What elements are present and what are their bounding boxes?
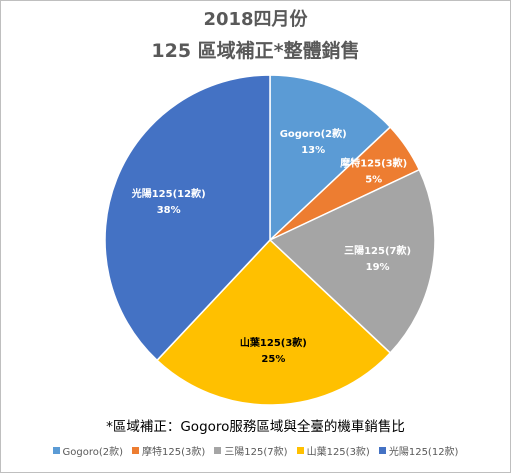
slice-value-label-4: 38% <box>157 205 181 216</box>
slice-name-label-1: 摩特125(3款) <box>340 157 407 170</box>
slice-name-label-2: 三陽125(7款) <box>344 244 411 257</box>
slice-name-label-4: 光陽125(12款) <box>131 187 206 200</box>
legend-item-3: 山葉125(3款) <box>296 443 370 458</box>
legend-swatch-3 <box>296 447 304 454</box>
slice-name-label-3: 山葉125(3款) <box>240 336 307 349</box>
chart-title: 2018四月份 <box>203 9 308 30</box>
slice-value-label-1: 5% <box>365 175 382 186</box>
pie-slice-2 <box>268 168 436 355</box>
slice-value-label-3: 25% <box>261 354 285 365</box>
legend-swatch-4 <box>378 447 386 454</box>
slice-value-label-2: 19% <box>366 262 390 273</box>
chart-subtitle: 125 區域補正*整體銷售 <box>151 40 360 62</box>
legend-item-4: 光陽125(12款) <box>378 443 459 458</box>
legend-label-4: 光陽125(12款) <box>388 447 459 458</box>
slice-value-label-0: 13% <box>301 145 325 156</box>
chart-note: *區域補正：Gogoro服務區域與全臺的機車銷售比 <box>106 419 405 435</box>
legend-swatch-0 <box>52 447 60 454</box>
chart-legend: Gogoro(2款) 摩特125(3款) 三陽125(7款) 山葉125(3款) 光陽1… <box>1 443 510 458</box>
legend-label-1: 摩特125(3款) <box>142 447 206 458</box>
legend-label-0: Gogoro(2款) <box>62 447 124 458</box>
legend-swatch-1 <box>132 447 140 454</box>
pie-slice-4 <box>104 74 271 362</box>
legend-item-0: Gogoro(2款) <box>52 443 124 458</box>
legend-swatch-2 <box>214 447 222 454</box>
slice-name-label-0: Gogoro(2款) <box>280 127 347 140</box>
pie-slice-3 <box>155 238 392 406</box>
legend-item-1: 摩特125(3款) <box>132 443 205 458</box>
legend-label-3: 山葉125(3款) <box>306 447 370 458</box>
legend-item-2: 三陽125(7款) <box>214 443 288 458</box>
legend-label-2: 三陽125(7款) <box>224 447 288 458</box>
chart-title-block: 2018四月份 125 區域補正*整體銷售 <box>1 7 510 65</box>
pie-slice-0 <box>269 74 392 242</box>
